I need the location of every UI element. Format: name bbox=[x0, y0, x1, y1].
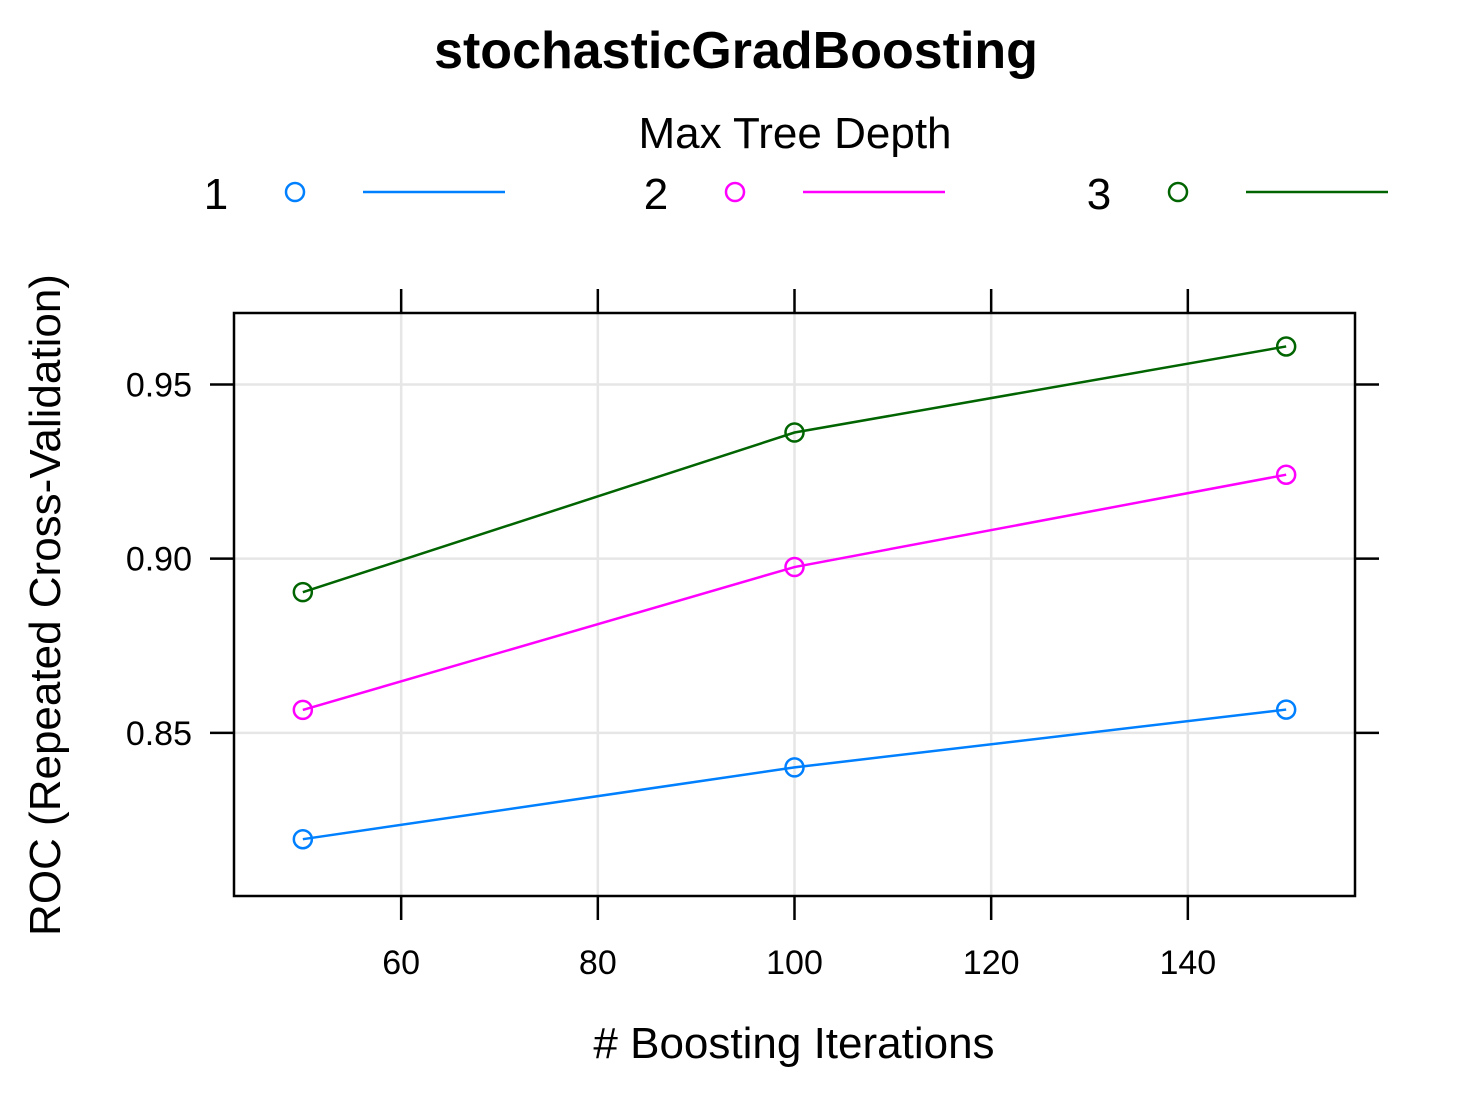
data-point bbox=[784, 556, 805, 578]
series-2 bbox=[292, 464, 1297, 721]
series-line-2 bbox=[302, 473, 1287, 712]
x-axis-label: # Boosting Iterations bbox=[593, 1019, 994, 1068]
legend-label: 3 bbox=[1087, 170, 1111, 219]
y-tick-label: 0.95 bbox=[126, 366, 192, 404]
legend-label: 1 bbox=[204, 170, 228, 219]
data-point bbox=[292, 828, 314, 850]
x-tick-label: 140 bbox=[1159, 944, 1216, 982]
x-tick-label: 60 bbox=[382, 944, 420, 982]
legend-label: 2 bbox=[644, 170, 668, 219]
legend-marker bbox=[284, 181, 306, 203]
y-tick-label: 0.90 bbox=[126, 541, 192, 579]
legend-item-1: 1 bbox=[204, 170, 505, 219]
x-tick-label: 100 bbox=[766, 944, 823, 982]
y-axis-label: ROC (Repeated Cross-Validation) bbox=[21, 274, 70, 936]
series-line-3 bbox=[302, 345, 1287, 594]
grid bbox=[234, 313, 1355, 896]
data-point bbox=[784, 422, 805, 443]
data-point bbox=[1275, 336, 1297, 357]
data-point bbox=[292, 699, 314, 721]
data-point bbox=[1275, 699, 1297, 720]
legend: 1 2 3 bbox=[204, 170, 1388, 219]
data-point bbox=[292, 581, 314, 603]
series-1 bbox=[292, 699, 1297, 850]
series-layer bbox=[292, 336, 1297, 850]
chart-title: stochasticGradBoosting bbox=[434, 22, 1038, 80]
data-point bbox=[784, 757, 805, 778]
legend-item-2: 2 bbox=[644, 170, 945, 219]
series-line-1 bbox=[302, 708, 1287, 841]
series-3 bbox=[292, 336, 1297, 603]
x-tick-label: 80 bbox=[579, 944, 617, 982]
legend-item-3: 3 bbox=[1087, 170, 1388, 219]
x-tick-label: 120 bbox=[963, 944, 1020, 982]
legend-title: Max Tree Depth bbox=[638, 109, 951, 158]
data-point bbox=[1275, 464, 1297, 485]
legend-marker bbox=[724, 181, 746, 203]
y-tick-label: 0.85 bbox=[126, 715, 192, 753]
legend-marker bbox=[1167, 181, 1189, 203]
axis-ticks: 60 80 100 120 140 0.85 0.90 0.95 bbox=[126, 289, 1379, 982]
